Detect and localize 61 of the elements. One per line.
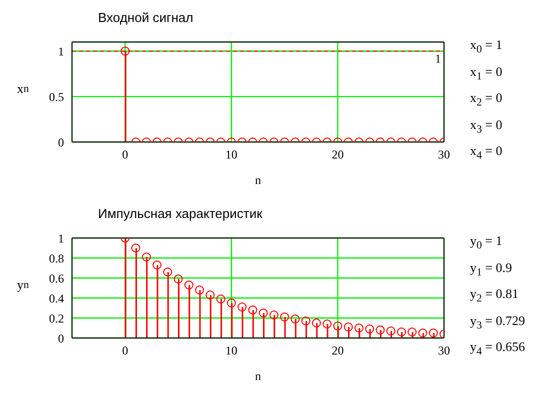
point [216,294,226,304]
text: x$_{3}$ = 0 [470,116,502,138]
text: y$_{0}$ = 1 [470,232,504,254]
ref-line-label: 1 [435,52,441,66]
y-tick-label: 0.2 [49,311,64,326]
text: x$_{2}$ = 0 [470,89,502,111]
point [280,312,290,322]
text: x$_{0}$ = 1 [470,36,502,58]
text: y$_{2}$ = 0.81 [470,285,520,307]
text: y$_{3}$ = 0.729 [470,312,526,334]
y-tick-label: 0.4 [49,291,64,306]
point [238,302,247,312]
x-tick-label: 20 [332,344,344,358]
y-tick-label: 0.5 [49,90,64,104]
point [365,324,374,334]
point [322,320,332,328]
point [333,322,342,330]
text: x$_{1}$ = 0 [470,62,502,84]
point [195,286,204,294]
point [428,328,438,338]
point [248,306,258,314]
text: y$_{1}$ = 0.9 [470,258,514,280]
y-tick-label: 1 [58,231,64,246]
x-axis-title: n [255,369,261,383]
x-axis-title: n [255,173,261,187]
point [354,324,364,332]
point [290,314,300,324]
point [174,274,183,284]
point [386,326,396,336]
point [312,318,321,328]
chart-title: Импульсная характеристик [98,205,264,223]
x-tick-label: 10 [225,344,238,358]
point [344,322,353,332]
point [258,308,268,318]
x-tick-label: 10 [225,148,238,162]
y-tick-label: 0.8 [49,251,64,266]
y-tick-label: 0 [58,331,64,346]
x-tick-label: 20 [332,148,344,162]
point [418,328,428,338]
chart-title: Входной сигнал [98,9,194,27]
x-tick-label: 30 [438,148,450,162]
point [152,260,162,270]
point [184,280,194,290]
point [163,268,172,276]
x-tick-label: 0 [122,148,128,162]
point [376,326,385,334]
point [131,244,140,252]
point [142,252,151,262]
text: x$_{4}$ = 0 [470,142,502,164]
point [396,328,406,336]
y-tick-label: 0 [58,135,64,150]
x-tick-label: 0 [122,344,128,358]
point [206,290,215,300]
point [269,310,278,320]
text: y$_{4}$ = 0.656 [470,338,526,360]
x-tick-label: 30 [438,344,450,358]
point [408,328,417,336]
point [301,316,310,326]
y-tick-label: 1 [58,44,64,58]
point [226,298,236,308]
y-tick-label: 0.6 [49,271,64,286]
